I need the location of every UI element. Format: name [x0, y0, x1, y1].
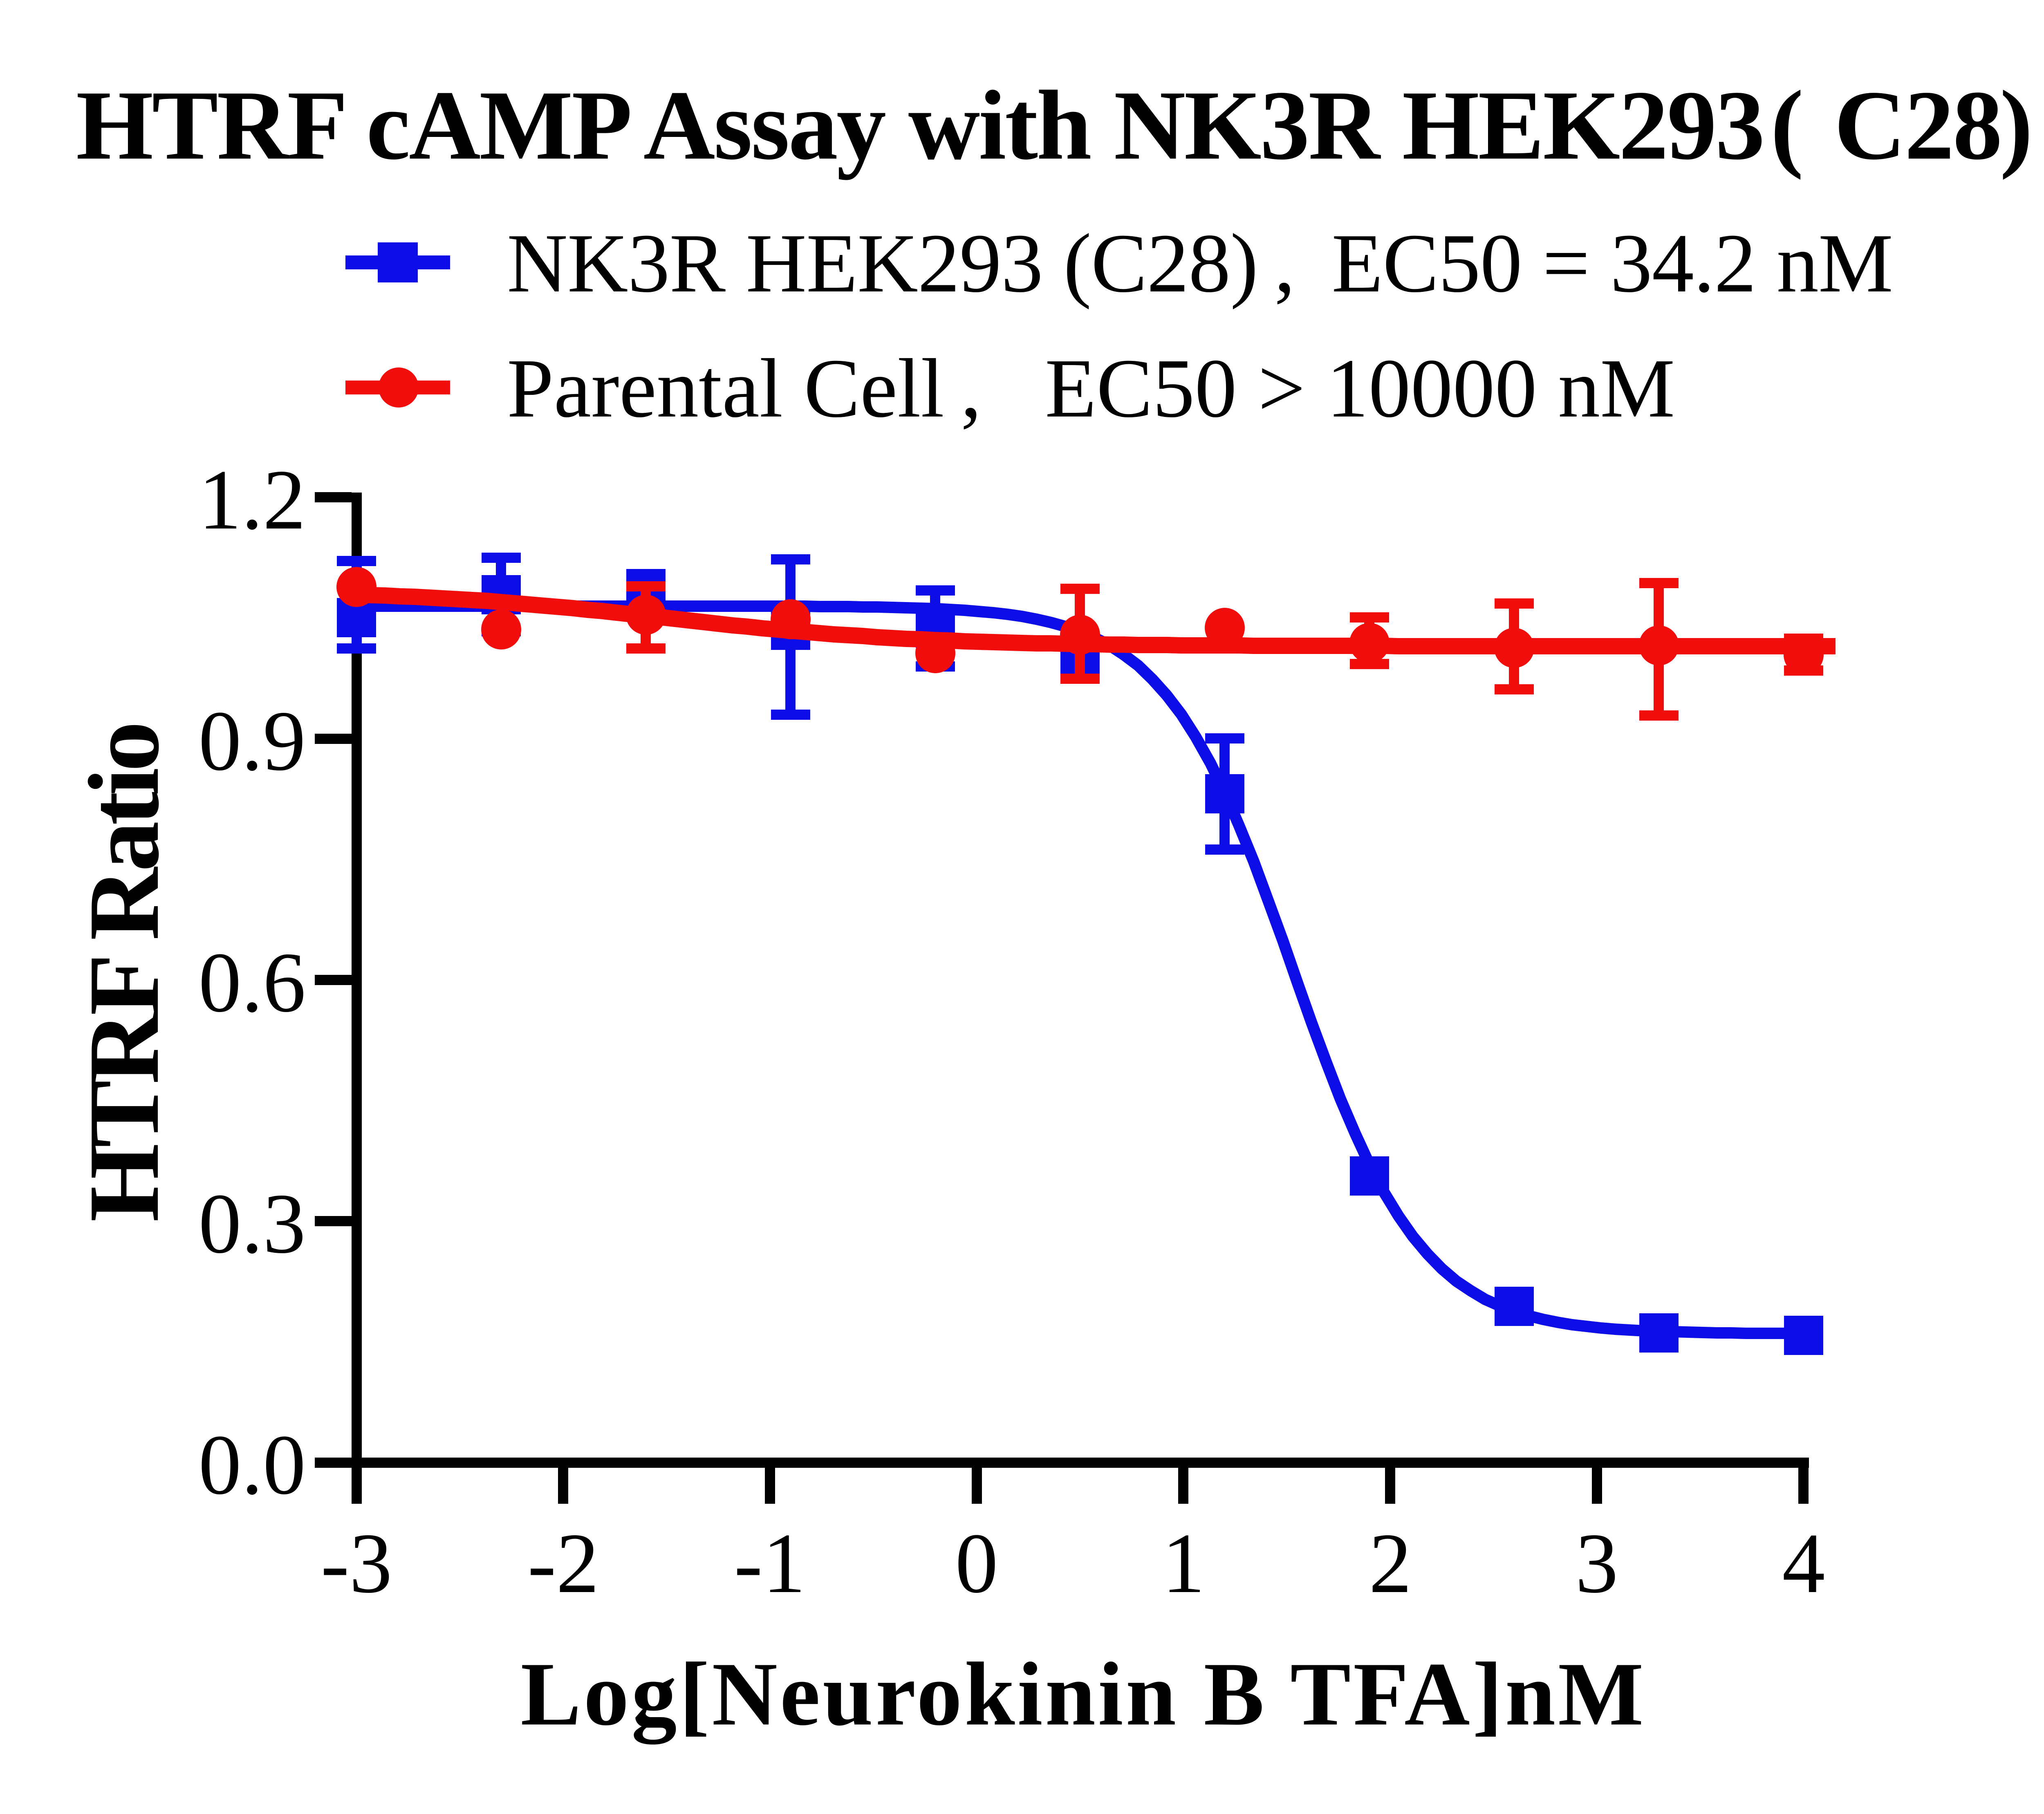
svg-text:1: 1 [1162, 1516, 1205, 1611]
svg-text:0.6: 0.6 [199, 935, 306, 1030]
svg-text:0.0: 0.0 [199, 1418, 306, 1512]
svg-text:0.3: 0.3 [199, 1176, 306, 1271]
svg-text:-3: -3 [321, 1516, 392, 1611]
svg-text:NK3R HEK293 (C28),EC50 = 34.2: NK3R HEK293 (C28), EC50 = 34.2 nM [507, 216, 1893, 310]
svg-text:HTRF Ratio: HTRF Ratio [68, 725, 180, 1222]
svg-text:4: 4 [1782, 1516, 1825, 1611]
svg-text:Parental Cell,EC50 > 10000 nM: Parental Cell, EC50 > 10000 nM [507, 341, 1675, 435]
svg-text:Log[Neurokinin B TFA]nM: Log[Neurokinin B TFA]nM [520, 1644, 1646, 1745]
svg-text:0: 0 [955, 1516, 998, 1611]
svg-text:-2: -2 [528, 1516, 599, 1611]
svg-text:-1: -1 [734, 1516, 806, 1611]
svg-text:3: 3 [1576, 1516, 1618, 1611]
svg-text:1.2: 1.2 [199, 452, 306, 547]
svg-text:0.9: 0.9 [199, 694, 306, 788]
svg-text:HTRF cAMP Assay with NK3R HEK2: HTRF cAMP Assay with NK3R HEK293(C28) [76, 70, 2031, 180]
svg-text:2: 2 [1369, 1516, 1412, 1611]
